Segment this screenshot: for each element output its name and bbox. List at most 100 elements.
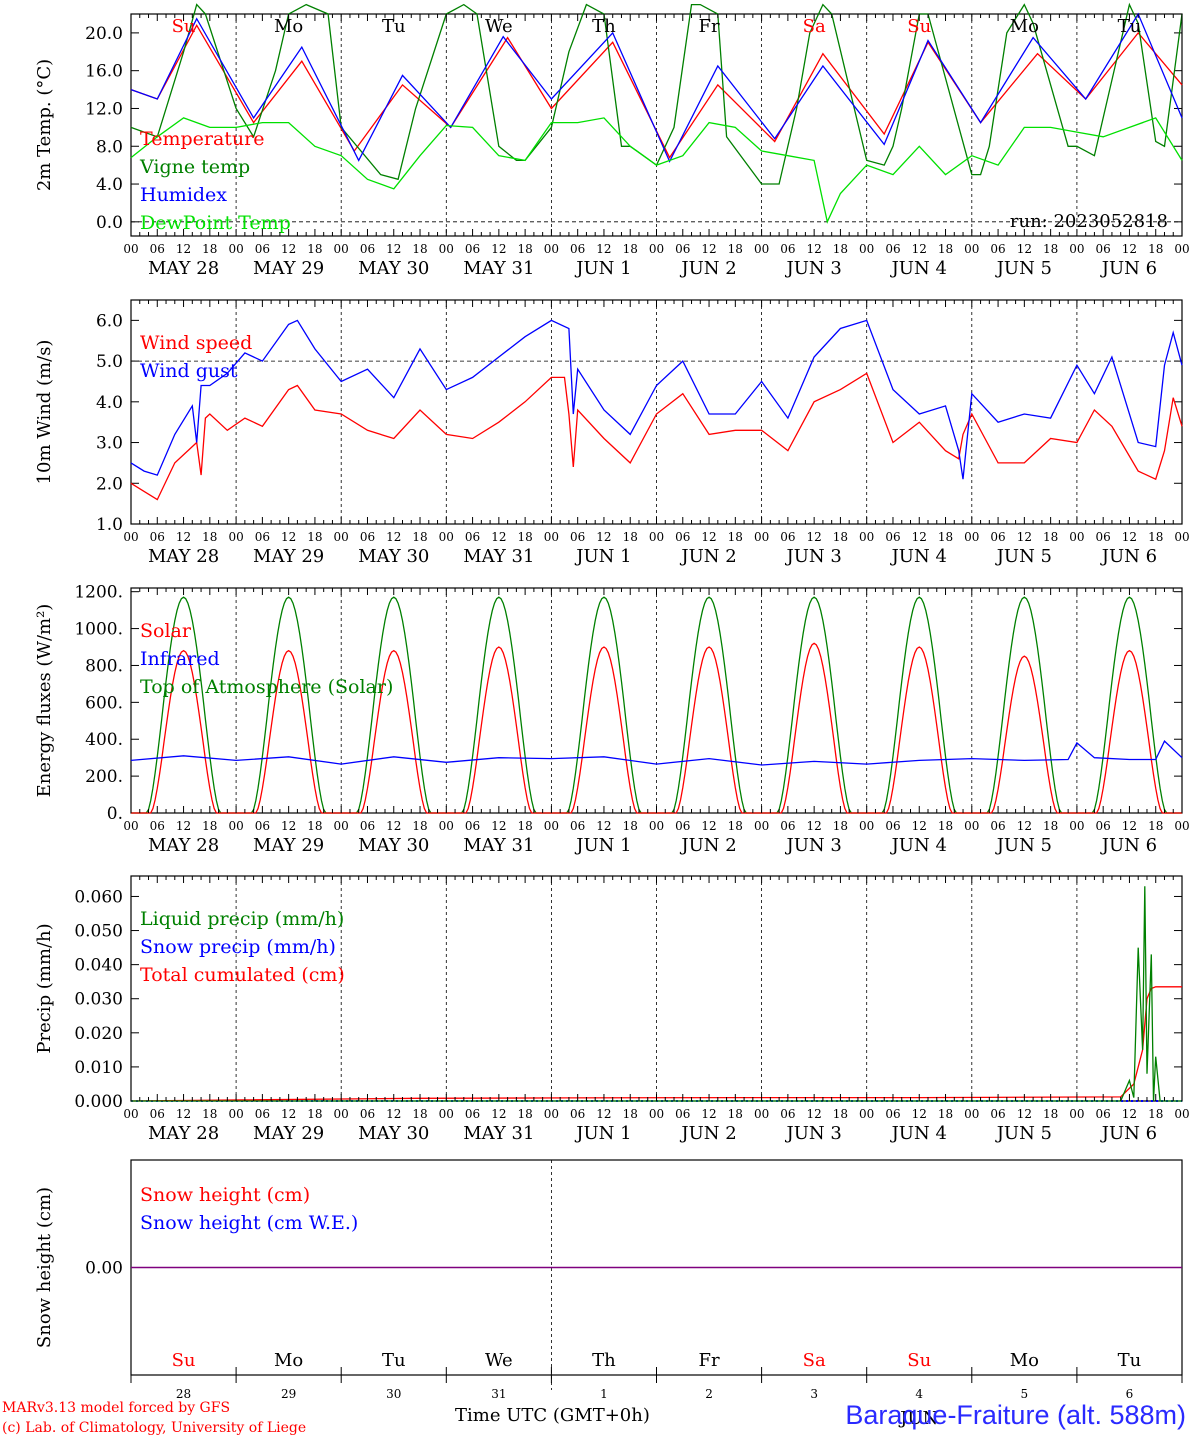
hour-tick-label: 00: [1069, 819, 1084, 833]
hour-tick-label: 18: [202, 819, 217, 833]
weekday-label-bottom: Mo: [1010, 1350, 1039, 1371]
day-number-label: 2: [705, 1387, 713, 1401]
hour-tick-label: 12: [701, 242, 716, 256]
hour-tick-label: 12: [1017, 819, 1032, 833]
y-tick-label: 20.0: [85, 24, 123, 44]
hour-tick-label: 06: [780, 530, 795, 544]
hour-tick-label: 00: [754, 530, 769, 544]
hour-tick-label: 06: [360, 1107, 375, 1121]
day-number-label: 31: [491, 1387, 506, 1401]
hour-tick-label: 00: [964, 1107, 979, 1121]
hour-tick-label: 06: [885, 530, 900, 544]
y-tick-label: 200.: [85, 767, 123, 787]
legend-entry: DewPoint Temp: [140, 212, 291, 234]
weekday-label-bottom: Su: [907, 1350, 931, 1371]
hour-tick-label: 12: [281, 242, 296, 256]
date-label: MAY 31: [463, 258, 534, 279]
hour-tick-label: 18: [938, 242, 953, 256]
hour-tick-label: 00: [228, 242, 243, 256]
day-number-label: 4: [915, 1387, 923, 1401]
hour-tick-label: 00: [1174, 530, 1189, 544]
hour-tick-label: 18: [412, 530, 427, 544]
hour-tick-label: 12: [912, 1107, 927, 1121]
y-axis-panel-5: 0.00 Snow height (cm): [34, 1187, 1182, 1348]
hour-tick-label: 06: [150, 242, 165, 256]
date-label: MAY 28: [148, 835, 219, 856]
legend-entry: Temperature: [140, 128, 264, 150]
hour-tick-label: 00: [859, 819, 874, 833]
hour-tick-label: 06: [465, 1107, 480, 1121]
date-label: JUN 6: [1100, 835, 1157, 856]
weekday-label-bottom: Su: [172, 1350, 196, 1371]
day-number-label: 1: [600, 1387, 608, 1401]
weekday-label: Sa: [803, 16, 826, 37]
hour-tick-label: 12: [491, 530, 506, 544]
hour-tick-label: 12: [596, 819, 611, 833]
x-axis-panel-2: 00 06 12 18 MAY 28 00 06 12 18 MAY 29 00 06 12 18 MAY …: [123, 300, 1190, 567]
hour-tick-label: 18: [1148, 530, 1163, 544]
hour-tick-label: 00: [123, 1107, 138, 1121]
hour-tick-label: 06: [570, 1107, 585, 1121]
legend-entry: Vigne temp: [139, 156, 250, 178]
hour-tick-label: 18: [728, 819, 743, 833]
hour-tick-label: 06: [675, 530, 690, 544]
hour-tick-label: 12: [491, 819, 506, 833]
run-label: run: 2023052818: [1010, 211, 1168, 232]
hour-tick-label: 00: [1174, 242, 1189, 256]
y-tick-label: 600.: [85, 693, 123, 713]
date-label: MAY 29: [253, 1123, 324, 1144]
day-number-label: 28: [176, 1387, 191, 1401]
date-label: JUN 3: [784, 1123, 841, 1144]
hour-tick-label: 00: [334, 1107, 349, 1121]
date-label: JUN 5: [995, 835, 1052, 856]
hour-tick-label: 00: [1069, 242, 1084, 256]
hour-tick-label: 12: [807, 242, 822, 256]
hour-tick-label: 06: [675, 242, 690, 256]
hour-tick-label: 06: [990, 530, 1005, 544]
y-tick-label: 0.030: [74, 990, 123, 1010]
hour-tick-label: 00: [123, 530, 138, 544]
hour-tick-label: 00: [964, 819, 979, 833]
y-tick-label: 800.: [85, 656, 123, 676]
series-line-humidex: [130, 12, 1183, 163]
date-label: JUN 2: [679, 258, 736, 279]
y-axis-title: 10m Wind (m/s): [34, 340, 55, 485]
hour-tick-label: 06: [255, 1107, 270, 1121]
date-label: MAY 31: [463, 546, 534, 567]
hour-tick-label: 06: [465, 242, 480, 256]
weekday-label: Mo: [1010, 16, 1039, 37]
hour-tick-label: 18: [202, 1107, 217, 1121]
legend-entry: Wind speed: [140, 332, 252, 354]
date-label: JUN 6: [1100, 546, 1157, 567]
hour-tick-label: 18: [517, 530, 532, 544]
y-tick-label: 12.0: [85, 99, 123, 119]
legend-entry: Humidex: [140, 184, 227, 206]
hour-tick-label: 00: [754, 819, 769, 833]
hour-tick-label: 18: [1043, 242, 1058, 256]
date-label: JUN 4: [890, 258, 947, 279]
hour-tick-label: 18: [728, 530, 743, 544]
hour-tick-label: 00: [439, 530, 454, 544]
hour-tick-label: 12: [912, 530, 927, 544]
hour-tick-label: 00: [334, 530, 349, 544]
legend-entry: Snow precip (mm/h): [140, 936, 336, 958]
hour-tick-label: 18: [1148, 242, 1163, 256]
y-axis-title: Energy fluxes (W/m²): [34, 604, 55, 798]
time-axis-label: Time UTC (GMT+0h): [455, 1405, 650, 1426]
series-line-dewpoint-temp: [130, 117, 1183, 224]
hour-tick-label: 12: [1017, 242, 1032, 256]
hour-tick-label: 00: [123, 242, 138, 256]
hour-tick-label: 12: [701, 1107, 716, 1121]
hour-tick-label: 18: [412, 1107, 427, 1121]
weekday-label-bottom: We: [485, 1350, 513, 1371]
hour-tick-label: 12: [1017, 1107, 1032, 1121]
hour-tick-label: 06: [780, 242, 795, 256]
hour-tick-label: 18: [1043, 1107, 1058, 1121]
date-label: MAY 29: [253, 835, 324, 856]
date-label: JUN 3: [784, 258, 841, 279]
hour-tick-label: 12: [176, 1107, 191, 1121]
y-tick-label: 0.: [107, 804, 123, 824]
hour-tick-label: 18: [623, 530, 638, 544]
day-number-label: 5: [1021, 1387, 1029, 1401]
y-tick-label: 16.0: [85, 62, 123, 82]
